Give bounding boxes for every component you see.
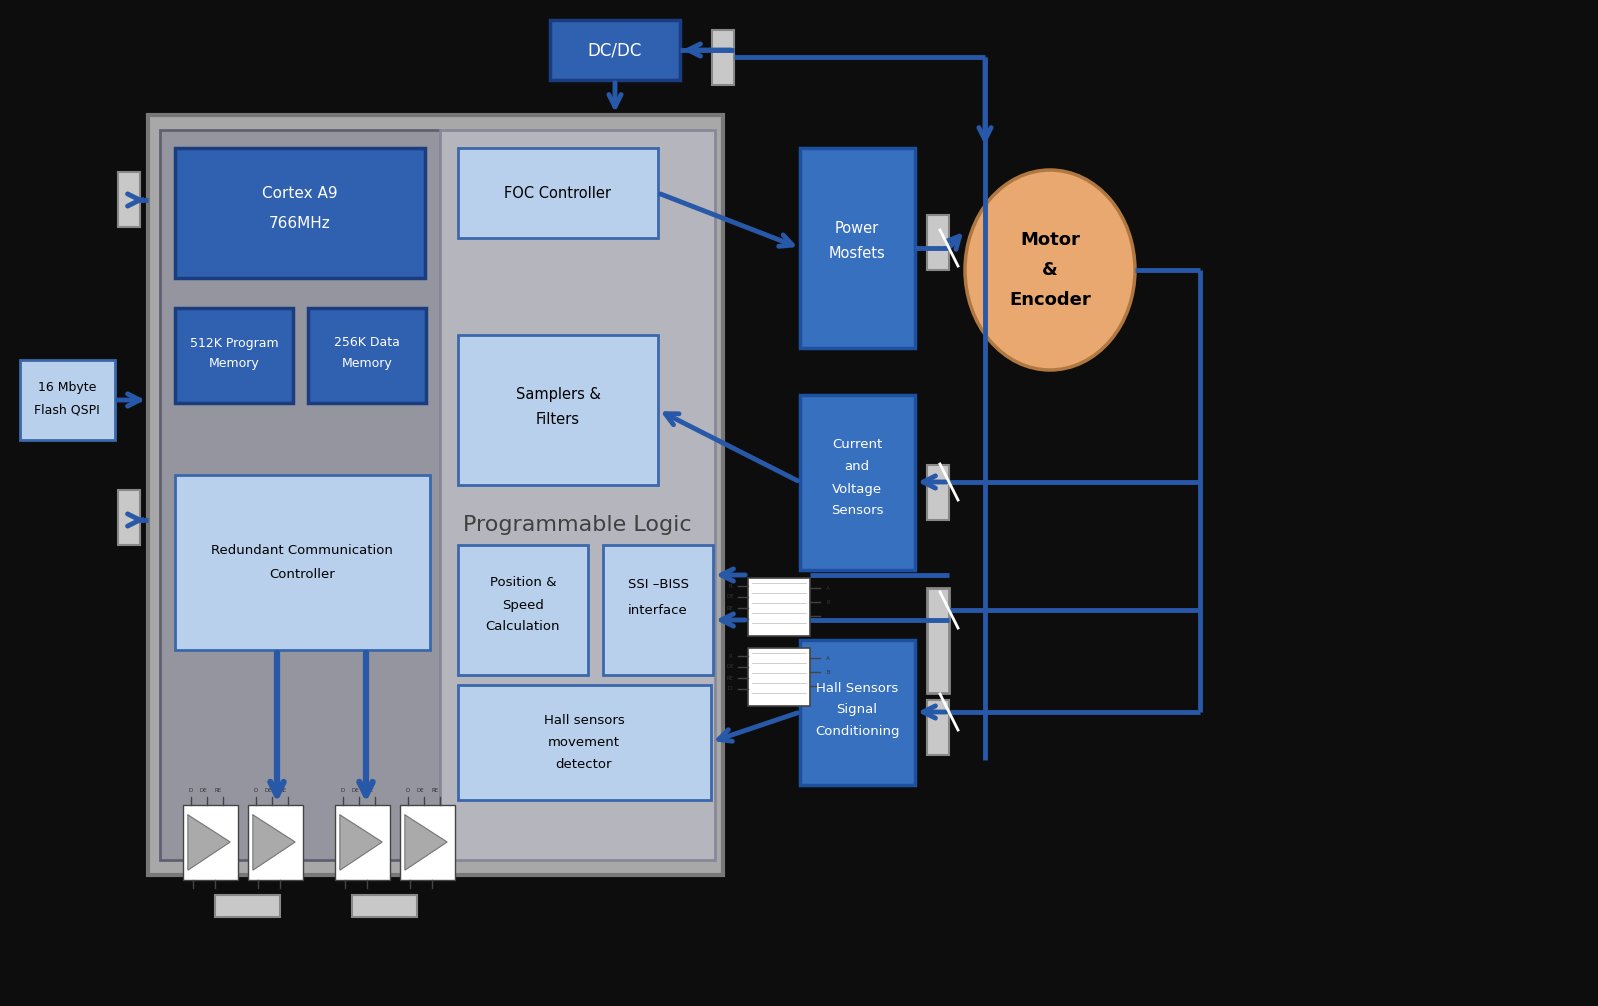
Bar: [21, 360, 115, 440]
Text: Signal: Signal: [836, 703, 877, 716]
Text: Hall Sensors: Hall Sensors: [817, 681, 898, 694]
Text: D: D: [406, 789, 411, 794]
Text: Speed: Speed: [502, 599, 543, 612]
Text: A: A: [826, 585, 829, 591]
Text: interface: interface: [628, 604, 687, 617]
Text: R: R: [729, 654, 732, 659]
Text: Encoder: Encoder: [1008, 291, 1091, 309]
Polygon shape: [252, 815, 296, 870]
Text: Sensors: Sensors: [831, 504, 884, 517]
Bar: [149, 115, 722, 875]
Bar: [927, 215, 949, 270]
Text: Memory: Memory: [209, 356, 259, 369]
Bar: [184, 805, 238, 880]
Text: D: D: [254, 789, 259, 794]
Bar: [748, 578, 810, 636]
Text: Filters: Filters: [535, 412, 580, 428]
Text: RE: RE: [366, 789, 374, 794]
Bar: [176, 148, 425, 278]
Bar: [602, 545, 713, 675]
Bar: [248, 805, 304, 880]
Text: A: A: [826, 656, 829, 661]
Bar: [801, 395, 916, 570]
Bar: [118, 490, 141, 545]
Text: 16 Mbyte: 16 Mbyte: [38, 381, 96, 394]
Text: DE: DE: [352, 789, 360, 794]
Text: D: D: [340, 789, 345, 794]
Polygon shape: [340, 815, 382, 870]
Polygon shape: [404, 815, 447, 870]
Bar: [336, 805, 390, 880]
Text: DE: DE: [725, 595, 733, 600]
Text: detector: detector: [556, 759, 612, 772]
Bar: [439, 130, 714, 860]
Text: DE: DE: [415, 789, 423, 794]
Ellipse shape: [965, 170, 1135, 370]
Text: Controller: Controller: [268, 568, 336, 581]
Text: Hall sensors: Hall sensors: [543, 713, 625, 726]
Text: B: B: [826, 600, 829, 605]
Text: Current: Current: [833, 439, 882, 452]
Text: Conditioning: Conditioning: [815, 725, 900, 738]
Text: 256K Data: 256K Data: [334, 336, 400, 349]
Text: SSI –BISS: SSI –BISS: [628, 578, 689, 592]
Text: DE: DE: [264, 789, 272, 794]
Text: Calculation: Calculation: [486, 621, 561, 634]
Text: D: D: [727, 617, 732, 622]
Text: Voltage: Voltage: [833, 483, 882, 496]
Text: Power: Power: [834, 220, 879, 235]
Bar: [927, 700, 949, 754]
Text: Motor: Motor: [1020, 231, 1080, 249]
Text: D: D: [189, 789, 193, 794]
Text: 766MHz: 766MHz: [268, 215, 331, 230]
Text: B: B: [826, 670, 829, 674]
Text: RE: RE: [727, 675, 733, 680]
Text: RE: RE: [727, 606, 733, 611]
Text: Cortex A9: Cortex A9: [262, 185, 337, 200]
Bar: [400, 805, 455, 880]
Text: RE: RE: [214, 789, 222, 794]
Bar: [160, 130, 439, 860]
Text: DE: DE: [200, 789, 206, 794]
Text: Memory: Memory: [342, 356, 393, 369]
Text: DC/DC: DC/DC: [588, 41, 642, 59]
Bar: [352, 895, 417, 917]
Bar: [216, 895, 280, 917]
Text: Redundant Communication: Redundant Communication: [211, 543, 393, 556]
Text: Position &: Position &: [489, 576, 556, 590]
Text: Flash QSPI: Flash QSPI: [34, 403, 99, 416]
Polygon shape: [189, 815, 230, 870]
Bar: [118, 172, 141, 227]
Text: R: R: [729, 583, 732, 589]
Bar: [459, 148, 658, 238]
Bar: [801, 148, 916, 348]
Text: Programmable Logic: Programmable Logic: [463, 515, 692, 535]
Bar: [801, 640, 916, 785]
Bar: [550, 20, 681, 80]
Bar: [176, 308, 292, 403]
Bar: [308, 308, 427, 403]
Text: Samplers &: Samplers &: [516, 387, 601, 402]
Bar: [927, 465, 949, 520]
Bar: [459, 335, 658, 485]
Text: 512K Program: 512K Program: [190, 336, 278, 349]
Text: RE: RE: [280, 789, 286, 794]
Text: Mosfets: Mosfets: [829, 245, 885, 261]
Text: D: D: [727, 686, 732, 691]
Bar: [459, 685, 711, 800]
Text: FOC Controller: FOC Controller: [505, 185, 612, 200]
Text: DE: DE: [725, 665, 733, 670]
Bar: [748, 648, 810, 706]
Bar: [927, 588, 949, 693]
Text: and: and: [844, 461, 869, 474]
Bar: [713, 30, 733, 85]
Bar: [176, 475, 430, 650]
Bar: [459, 545, 588, 675]
Text: RE: RE: [431, 789, 438, 794]
Text: movement: movement: [548, 736, 620, 749]
Text: &: &: [1042, 261, 1058, 279]
